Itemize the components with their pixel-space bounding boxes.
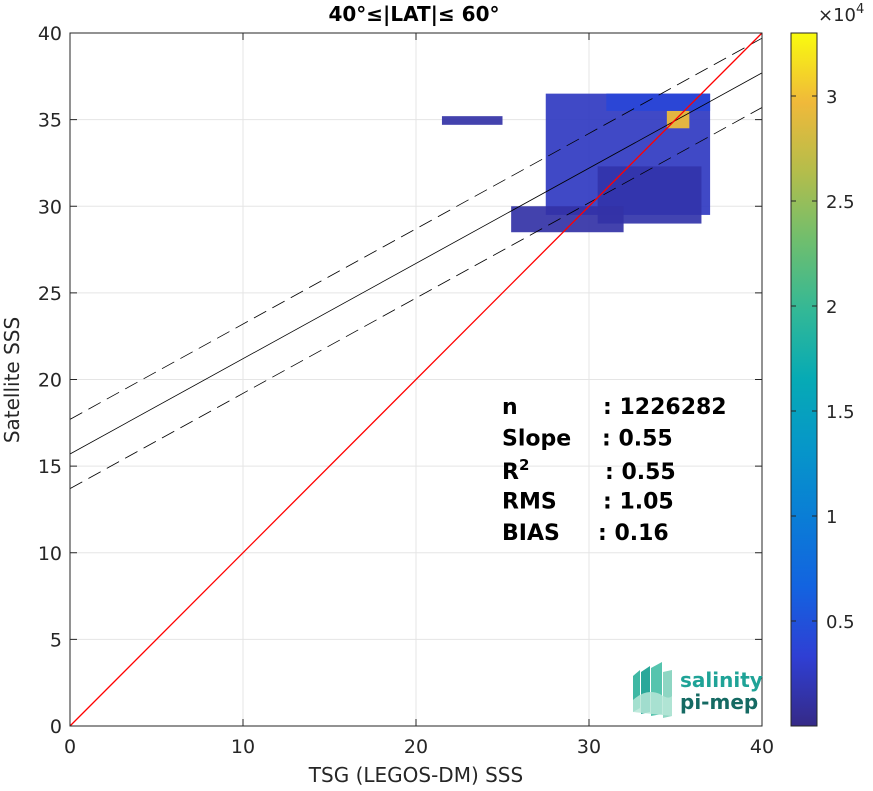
colorbar: ×104 0.5 1 1.5 2 2.5 3: [790, 2, 864, 727]
regression-bound-line: [69, 107, 763, 489]
salinity-pi-mep-logo: salinity pi-mep: [633, 662, 763, 718]
colorbar-tick-label: 2: [826, 297, 837, 318]
colorbar-multiplier: ×104: [818, 2, 864, 26]
colorbar-tick-label: 3: [826, 87, 837, 108]
y-tick-label: 0: [50, 716, 62, 738]
stat-label: n: [502, 395, 518, 420]
y-tick-label: 25: [38, 283, 62, 305]
stat-label: RMS: [502, 490, 557, 515]
x-tick-label: 40: [750, 736, 774, 758]
regression-line: [69, 72, 763, 455]
density-region: [441, 116, 503, 125]
x-tick-label: 0: [64, 736, 76, 758]
y-tick-label: 10: [38, 543, 62, 565]
density-region: [666, 110, 690, 129]
colorbar-tick-label: 0.5: [826, 612, 855, 633]
density-region: [606, 93, 711, 111]
stat-label: Slope: [502, 427, 571, 452]
fit-lines: [69, 32, 763, 727]
axis-ticks: 0 10 20 30 40 0 5 10 15 20 25 30 35 40: [38, 23, 774, 758]
x-tick-label: 20: [404, 736, 428, 758]
y-tick-label: 40: [38, 23, 62, 45]
y-tick-label: 30: [38, 196, 62, 218]
stat-value: : 1.05: [603, 490, 674, 515]
logo-text-line1: salinity: [680, 668, 763, 692]
colorbar-gradient: [790, 32, 818, 727]
stat-value: : 0.55: [605, 460, 676, 485]
stat-value: : 0.55: [602, 427, 673, 452]
density-cloud: [441, 93, 711, 233]
y-tick-label: 5: [50, 629, 62, 651]
stat-value: : 1226282: [603, 395, 727, 420]
colorbar-tick-label: 1.5: [826, 402, 855, 423]
y-tick-label: 15: [38, 456, 62, 478]
x-tick-label: 10: [231, 736, 255, 758]
x-tick-label: 30: [577, 736, 601, 758]
colorbar-tick-label: 2.5: [826, 192, 855, 213]
x-axis-label: TSG (LEGOS-DM) SSS: [308, 763, 523, 787]
logo-text-line2: pi-mep: [680, 690, 758, 714]
y-axis-label: Satellite SSS: [0, 317, 24, 443]
regression-bound-line: [69, 37, 763, 420]
stat-label: R2: [502, 456, 529, 485]
stat-value: : 0.16: [598, 521, 669, 546]
colorbar-tick-label: 1: [826, 507, 837, 528]
y-tick-label: 35: [38, 110, 62, 132]
stat-label: BIAS: [502, 521, 560, 546]
stats-box: n : 1226282 Slope : 0.55 R2 : 0.55 RMS : 1.05 BI…: [502, 395, 727, 546]
one-to-one-line: [69, 32, 763, 727]
chart-title: 40°≤|LAT|≤ 60°: [328, 2, 499, 26]
y-tick-label: 20: [38, 370, 62, 392]
